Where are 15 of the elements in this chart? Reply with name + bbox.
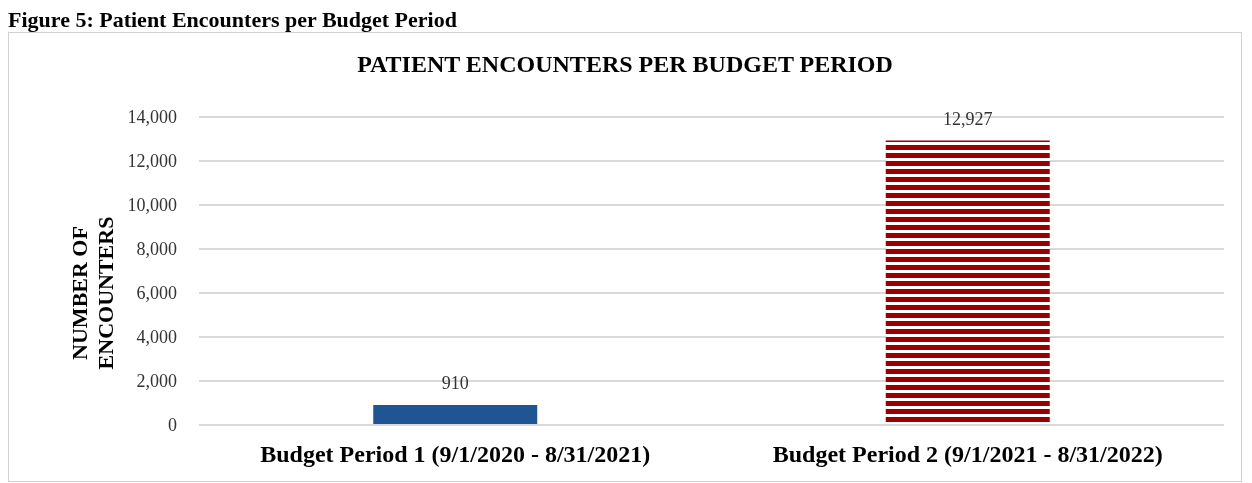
- y-tick-label: 0: [168, 415, 177, 436]
- x-tick-label: Budget Period 2 (9/1/2021 - 8/31/2022): [772, 441, 1163, 468]
- y-tick-label: 12,000: [127, 151, 177, 172]
- data-label: 12,927: [943, 108, 993, 129]
- y-tick-label: 2,000: [136, 371, 177, 392]
- y-axis-title: NUMBER OF ENCOUNTERS: [67, 216, 118, 370]
- data-label: 910: [441, 372, 469, 393]
- y-tick-label: 10,000: [127, 195, 177, 216]
- caption: Figure 5: Patient Encounters per Budget Period: [8, 7, 457, 32]
- x-tick-label: Budget Period 1 (9/1/2020 - 8/31/2021): [260, 441, 651, 468]
- y-tick-label: 4,000: [136, 327, 177, 348]
- y-tick-label: 14,000: [127, 107, 177, 128]
- y-tick-label: 6,000: [136, 283, 177, 304]
- chart-title: PATIENT ENCOUNTERS PER BUDGET PERIOD: [356, 51, 894, 78]
- y-tick-label: 8,000: [136, 239, 177, 260]
